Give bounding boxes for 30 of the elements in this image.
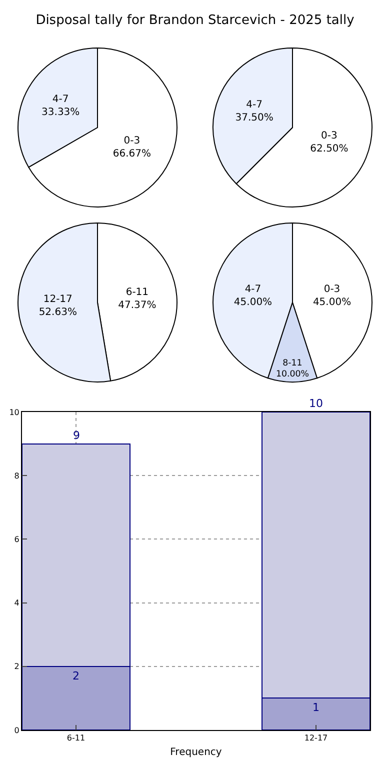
total-label: 9 xyxy=(73,429,80,442)
y-tick-label: 0 xyxy=(14,726,20,735)
slice-label: 0-3 xyxy=(124,135,140,146)
data-label: 10.00% xyxy=(276,370,310,380)
data-label: 37.50% xyxy=(235,112,274,124)
data-label: 66.67% xyxy=(112,148,151,160)
data-label: 45.00% xyxy=(312,297,352,308)
slice-label: 4-7 xyxy=(52,94,69,106)
data-label: 2 xyxy=(72,669,80,682)
y-tick-label: 8 xyxy=(14,471,20,480)
data-label: 62.50% xyxy=(310,144,348,155)
y-tick-label: 2 xyxy=(14,662,20,672)
slice-label: 4-7 xyxy=(246,100,262,111)
total-label: 10 xyxy=(309,397,323,410)
slice-label: 12-17 xyxy=(43,294,72,305)
y-tick-label: 4 xyxy=(14,598,20,608)
data-label: 1 xyxy=(312,701,320,714)
slice-label: 0-3 xyxy=(324,284,340,296)
data-label: 33.33% xyxy=(42,107,80,118)
data-label: 45.00% xyxy=(234,297,272,308)
y-tick-label: 6 xyxy=(14,535,20,544)
data-label: 47.37% xyxy=(118,300,156,312)
chart-title: Disposal tally for Brandon Starcevich - 2025 tally xyxy=(34,12,356,30)
slice-label: 0-3 xyxy=(321,130,338,142)
data-label: 52.63% xyxy=(38,306,77,318)
slice-label: 8-11 xyxy=(282,358,302,368)
slice-label: 4-7 xyxy=(244,284,262,296)
x-axis-title: Frequency xyxy=(170,747,222,758)
y-tick-label: 10 xyxy=(9,408,20,417)
slice-label: 6-11 xyxy=(126,287,149,298)
